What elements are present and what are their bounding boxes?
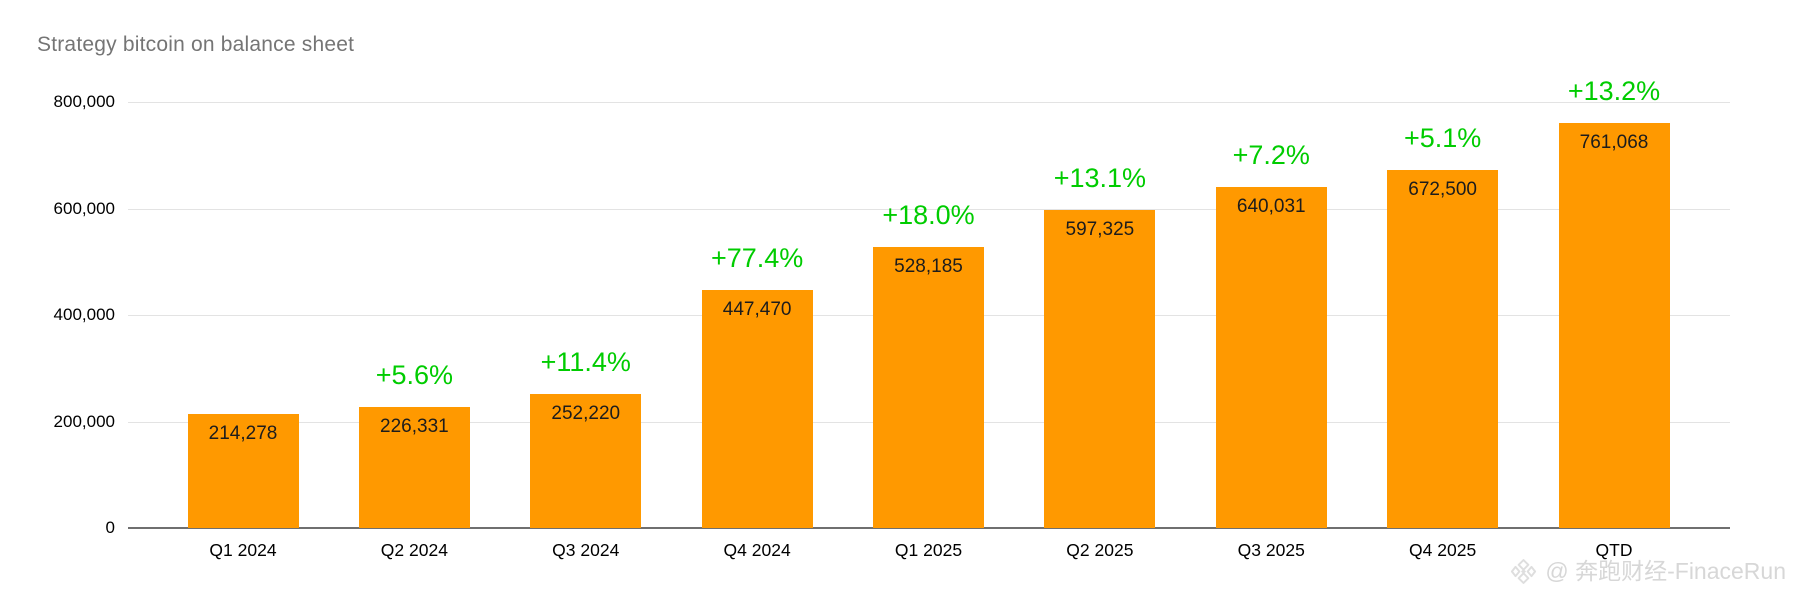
- x-axis-line: [128, 527, 1730, 529]
- bar-q3-2025: [1215, 187, 1327, 528]
- bar-q1-2025: [873, 246, 984, 528]
- bar-value-label: 672,500: [1408, 178, 1477, 200]
- bar-q2-2024: [358, 407, 470, 528]
- bar-value-label: 528,185: [894, 255, 963, 277]
- pct-change-label: +5.1%: [1403, 122, 1482, 153]
- bar-q3-2024: [530, 393, 642, 528]
- x-axis-tick-label: Q1 2025: [894, 540, 963, 560]
- y-axis-tick-label: 400,000: [53, 305, 115, 324]
- bar-value-label: 640,031: [1236, 196, 1306, 218]
- watermark-text: @ 奔跑财经-FinaceRun: [1545, 558, 1786, 584]
- x-axis-tick-label: Q2 2025: [1066, 540, 1134, 560]
- pct-change-label: +5.6%: [375, 360, 454, 391]
- bar-value-label: 226,331: [380, 416, 449, 438]
- bar-q2-2025: [1044, 209, 1156, 528]
- x-axis-tick-label: Q2 2024: [380, 540, 448, 560]
- x-axis-tick-label: Q1 2024: [209, 540, 277, 560]
- x-axis-tick-label: Q4 2024: [723, 540, 791, 560]
- watermark: @ 奔跑财经-FinaceRun: [1509, 556, 1786, 586]
- pct-change-label: +13.2%: [1567, 75, 1661, 106]
- bar-value-label: 252,220: [551, 402, 621, 424]
- chart-title: Strategy bitcoin on balance sheet: [37, 33, 355, 56]
- diamond-lattice-logo-icon: [1509, 557, 1538, 586]
- y-axis-tick-label: 200,000: [53, 411, 115, 431]
- bar-value-label: 214,278: [208, 422, 278, 444]
- gridline: [128, 208, 1730, 210]
- bar-value-label: 447,470: [722, 298, 792, 320]
- pct-change-label: +7.2%: [1232, 140, 1310, 171]
- x-axis-tick-label: QTD: [1595, 540, 1633, 560]
- pct-change-label: +77.4%: [710, 242, 804, 273]
- x-axis-tick-label: Q4 2025: [1409, 540, 1477, 560]
- gridline: [128, 102, 1730, 103]
- bar-value-label: 761,068: [1579, 131, 1649, 153]
- y-axis-tick-label: 0: [105, 518, 115, 537]
- bar-q4-2025: [1387, 169, 1499, 528]
- y-axis-tick-label: 600,000: [53, 198, 115, 218]
- pct-change-label: +13.1%: [1053, 162, 1147, 193]
- bar-qtd: [1558, 122, 1670, 528]
- pct-change-label: +11.4%: [540, 346, 631, 377]
- bar-q4-2024: [701, 289, 813, 528]
- x-axis-tick-label: Q3 2025: [1237, 540, 1305, 560]
- y-axis-tick-label: 800,000: [53, 92, 115, 111]
- bar-q1-2024: [187, 413, 299, 528]
- pct-change-label: +18.0%: [882, 199, 975, 230]
- bar-value-label: 597,325: [1065, 218, 1135, 240]
- x-axis-tick-label: Q3 2024: [552, 540, 620, 560]
